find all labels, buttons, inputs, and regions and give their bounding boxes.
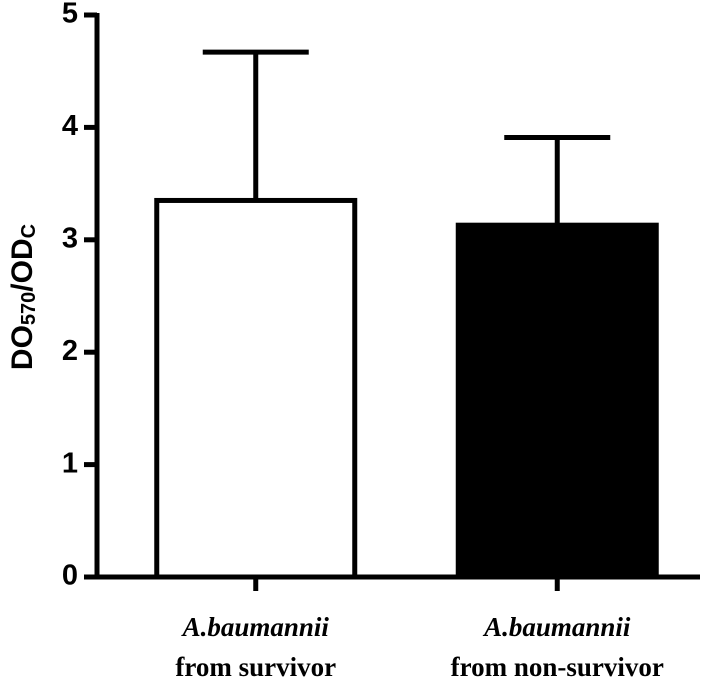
y-tick-label: 3 [62,222,78,254]
x-tick-label: A.baumannii [482,612,631,642]
y-label-part: /OD [6,238,39,291]
y-label-part: DO [6,325,39,370]
x-tick-label: from survivor [175,652,336,682]
bar [455,222,659,580]
y-tick-label: 0 [62,560,78,592]
y-label-subscript: C [18,224,40,238]
x-tick-label: from non-survivor [451,652,664,682]
y-tick-label: 1 [62,447,78,479]
y-label-subscript: 570 [18,292,40,325]
y-tick-label: 2 [62,335,78,367]
x-tick-label: A.baumannii [181,612,330,642]
bar [154,197,358,580]
y-tick-label: 5 [62,0,78,30]
y-tick-label: 4 [62,110,78,142]
y-axis-label: DO570/ODC [6,224,40,370]
